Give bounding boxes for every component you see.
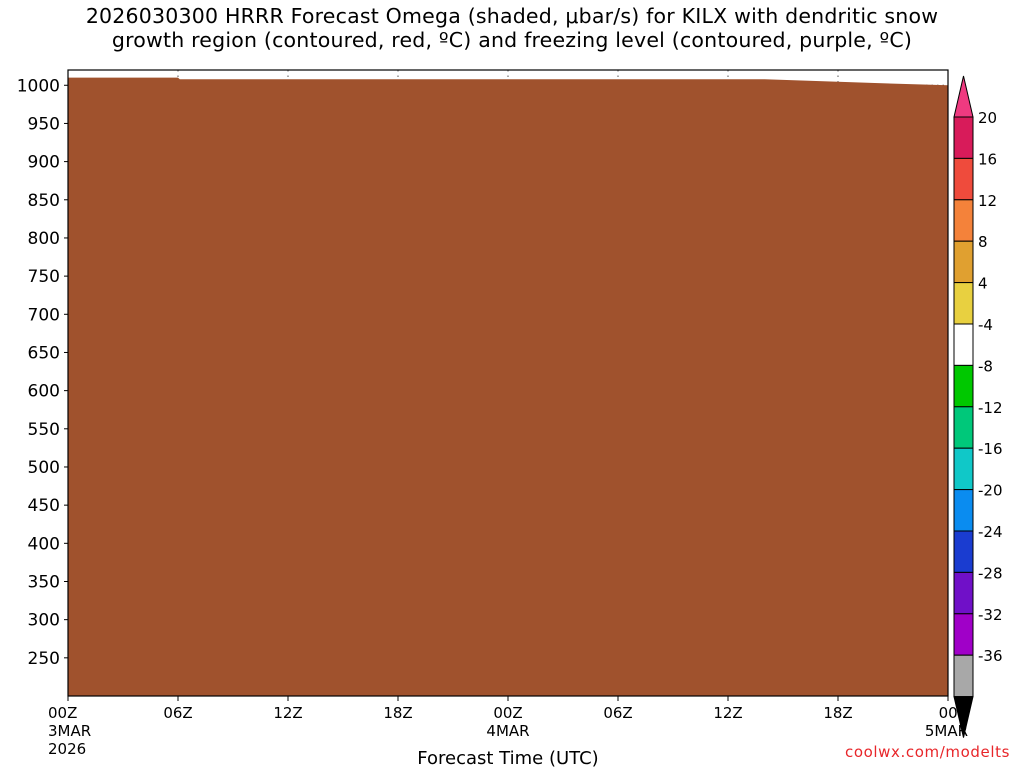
colorbar-label-11: -24 xyxy=(978,523,1003,541)
website-credit: coolwx.com/modelts xyxy=(845,743,1010,761)
x-tick-label-5: 00Z xyxy=(493,704,522,722)
y-tick-label-700: 700 xyxy=(28,305,60,325)
x-axis-title: Forecast Time (UTC) xyxy=(417,748,598,768)
colorbar-bin-4 xyxy=(953,240,974,284)
colorbar-bin-8 xyxy=(953,406,974,449)
x-tick-label-4: 18Z xyxy=(383,704,412,722)
colorbar-label-3: 12 xyxy=(978,192,997,210)
colorbar-label-2: 16 xyxy=(978,150,997,168)
colorbar-label-12: -28 xyxy=(978,564,1003,582)
colorbar-label-6: -4 xyxy=(978,316,993,334)
colorbar-bin-14 xyxy=(953,654,974,698)
colorbar-label-9: -16 xyxy=(978,440,1003,458)
colorbar: 20 16 12 8 4 -4 -8 -12 -16 -20 -24 -28 -32 -36 xyxy=(953,75,1003,738)
y-tick-label-500: 500 xyxy=(28,458,60,478)
colorbar-bin-10 xyxy=(953,489,974,532)
colorbar-bin-2 xyxy=(953,157,974,201)
y-tick-label-550: 550 xyxy=(28,420,60,440)
colorbar-label-13: -32 xyxy=(978,606,1003,624)
x-tick-date-1: 3MAR xyxy=(48,722,91,740)
colorbar-label-1: 20 xyxy=(978,109,997,127)
chart-title-line-2: growth region (contoured, red, ºC) and f… xyxy=(111,28,913,52)
y-axis: 250 300 350 400 450 500 550 600 650 700 750 800 850 9… xyxy=(17,76,68,669)
colorbar-label-10: -20 xyxy=(978,482,1003,500)
colorbar-label-14: -36 xyxy=(978,647,1003,665)
terrain-surface xyxy=(68,77,948,696)
y-tick-label-250: 250 xyxy=(28,649,60,669)
y-tick-label-400: 400 xyxy=(28,534,60,554)
x-tick-label-7: 12Z xyxy=(713,704,742,722)
y-tick-label-350: 350 xyxy=(28,572,60,592)
x-tick-date-9: 5MAR xyxy=(925,722,968,740)
y-tick-label-800: 800 xyxy=(28,229,60,249)
y-tick-label-900: 900 xyxy=(28,153,60,173)
x-tick-label-1: 00Z xyxy=(48,704,77,722)
colorbar-bin-12 xyxy=(953,571,974,615)
chart-title: 2026030300 HRRR Forecast Omega (shaded, … xyxy=(0,4,1024,52)
colorbar-bin-6 xyxy=(953,323,974,366)
x-tick-label-8: 18Z xyxy=(823,704,852,722)
x-tick-label-2: 06Z xyxy=(163,704,192,722)
y-tick-label-1000: 1000 xyxy=(17,76,60,96)
plot-area: -18-18-18-12-12-12000 xyxy=(68,70,948,696)
colorbar-bottom-arrow xyxy=(953,696,974,738)
colorbar-label-5: 4 xyxy=(978,275,988,293)
y-tick-label-750: 750 xyxy=(28,267,60,287)
y-tick-label-600: 600 xyxy=(28,382,60,402)
colorbar-bin-1 xyxy=(953,116,974,159)
colorbar-bin-7 xyxy=(953,364,974,408)
y-tick-label-650: 650 xyxy=(28,343,60,363)
y-tick-label-300: 300 xyxy=(28,611,60,631)
colorbar-label-7: -8 xyxy=(978,357,993,375)
colorbar-bin-11 xyxy=(953,530,974,573)
colorbar-label-8: -12 xyxy=(978,399,1003,417)
y-tick-label-450: 450 xyxy=(28,496,60,516)
x-tick-date-5: 4MAR xyxy=(486,722,529,740)
colorbar-bin-5 xyxy=(953,282,974,325)
x-tick-label-6: 06Z xyxy=(603,704,632,722)
colorbar-bin-13 xyxy=(953,613,974,656)
colorbar-top-arrow xyxy=(953,75,974,118)
colorbar-label-4: 8 xyxy=(978,233,988,251)
y-tick-label-950: 950 xyxy=(28,114,60,134)
chart-title-line-1: 2026030300 HRRR Forecast Omega (shaded, … xyxy=(85,4,939,28)
y-tick-label-850: 850 xyxy=(28,191,60,211)
colorbar-bin-9 xyxy=(953,447,974,491)
colorbar-bin-3 xyxy=(953,199,974,242)
x-tick-year-1: 2026 xyxy=(48,740,86,758)
x-tick-label-3: 12Z xyxy=(273,704,302,722)
